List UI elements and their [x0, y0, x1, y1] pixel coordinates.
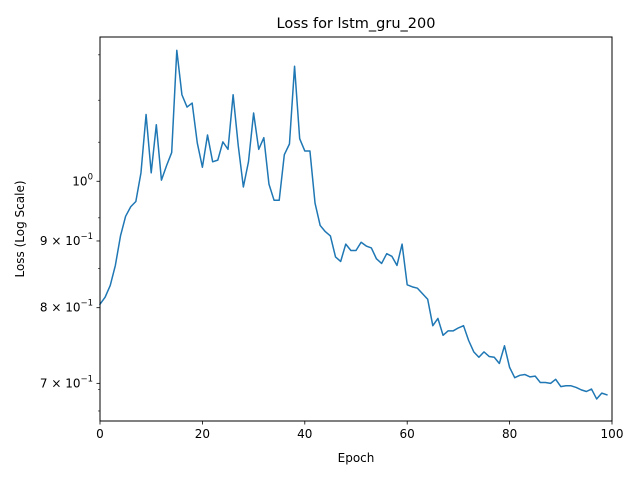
x-tick-label: 100	[601, 427, 624, 441]
y-tick-label: 7 × 10−1	[40, 374, 93, 390]
axes-frame	[99, 36, 613, 422]
chart-title: Loss for lstm_gru_200	[277, 16, 436, 32]
series-line-0	[98, 49, 608, 400]
y-tick-label: 8 × 10−1	[40, 299, 93, 315]
y-tick-label: 100	[72, 172, 93, 188]
x-tick-label: 80	[502, 427, 517, 441]
x-tick-label: 40	[297, 427, 312, 441]
y-axis-label: Loss (Log Scale)	[13, 180, 27, 277]
x-tick-label: 20	[195, 427, 210, 441]
plot-area	[98, 49, 608, 400]
axis-ticks: 0 20 40 60 80 100 100 9 × 10−1 8 × 10−1 7 × 10−1	[40, 54, 624, 441]
x-axis-label: Epoch	[338, 451, 375, 465]
x-tick-label: 0	[96, 427, 104, 441]
x-tick-label: 60	[400, 427, 415, 441]
y-tick-label: 9 × 10−1	[40, 232, 93, 248]
